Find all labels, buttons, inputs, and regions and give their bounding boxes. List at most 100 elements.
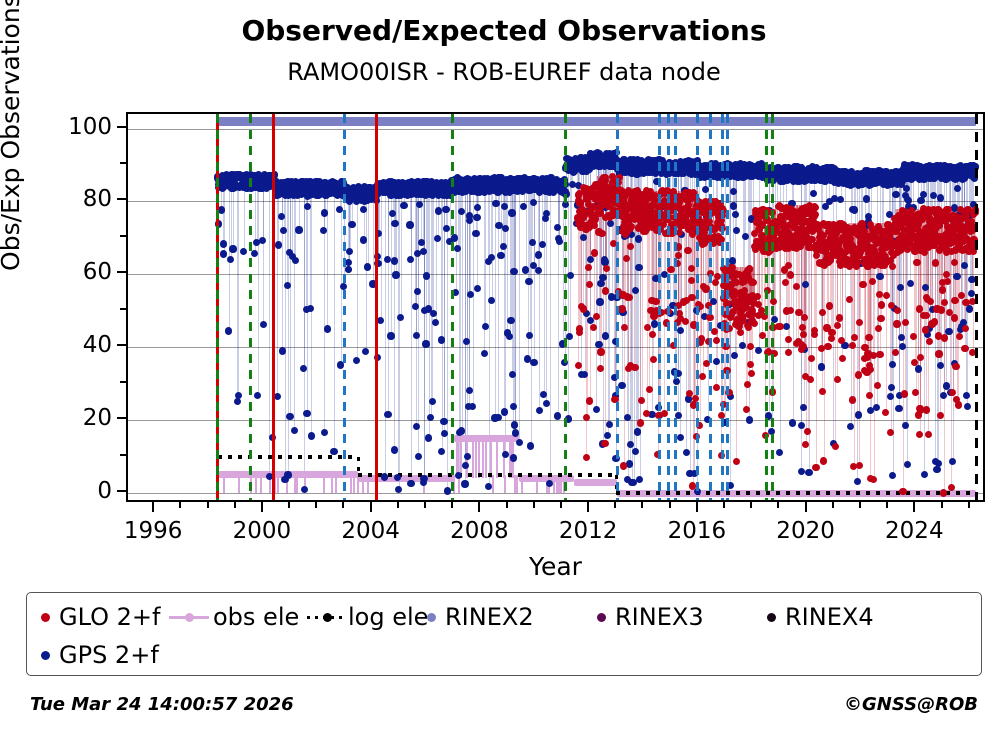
data-point (265, 472, 273, 481)
data-point (411, 302, 419, 310)
data-stem (951, 165, 953, 217)
data-point (461, 480, 469, 488)
data-stem (827, 223, 829, 347)
data-stem (498, 177, 500, 418)
data-point (485, 482, 493, 490)
data-stem (961, 165, 963, 233)
data-point (596, 298, 604, 306)
data-point (865, 334, 873, 342)
data-stem (415, 181, 417, 307)
data-stem (860, 170, 862, 264)
data-stem (605, 175, 607, 291)
data-point (914, 365, 922, 373)
data-stem (708, 201, 710, 306)
data-stem (918, 165, 920, 370)
data-point (876, 272, 884, 280)
data-stem (606, 152, 608, 188)
data-stem (661, 190, 663, 313)
data-stem (654, 159, 656, 324)
data-stem (804, 166, 806, 350)
data-stem (417, 181, 419, 254)
data-point (481, 323, 489, 331)
data-point (953, 184, 962, 192)
data-stem (532, 177, 534, 243)
data-stem (618, 175, 620, 292)
data-point (259, 237, 267, 245)
data-stem (816, 223, 818, 468)
data-stem (433, 181, 435, 314)
data-point (397, 314, 405, 322)
y-tick-major (117, 271, 126, 274)
data-stem (543, 177, 545, 395)
data-point (510, 402, 518, 410)
data-stem (825, 166, 827, 207)
data-stem (869, 223, 871, 366)
data-point (584, 263, 592, 271)
y-tick-label: 80 (82, 186, 112, 213)
obs-ele-drop (259, 474, 262, 494)
data-point (684, 246, 692, 255)
data-stem (623, 190, 625, 295)
data-stem (852, 170, 854, 210)
data-point (784, 348, 792, 356)
data-stem (664, 190, 666, 414)
data-stem (579, 186, 581, 333)
obs-ele-drop (452, 474, 455, 494)
data-point (330, 447, 338, 455)
data-stem (423, 181, 425, 252)
data-point (465, 386, 473, 394)
data-point (440, 418, 448, 426)
data-point (509, 454, 517, 462)
data-stem (631, 159, 633, 483)
obs-ele-drop (555, 474, 558, 494)
data-point (336, 205, 344, 213)
data-stem (783, 166, 785, 238)
data-point (420, 474, 428, 483)
data-stem (282, 181, 284, 351)
data-point (484, 257, 492, 265)
data-stem (832, 223, 834, 333)
data-point (521, 266, 530, 274)
data-stem (410, 181, 412, 226)
obs-ele-drop (491, 474, 494, 494)
data-point (428, 397, 436, 405)
data-point (525, 278, 533, 286)
data-stem (221, 174, 223, 211)
data-stem (742, 163, 744, 346)
data-stem (897, 208, 899, 311)
data-stem (903, 208, 905, 492)
obs-ele-drop (276, 474, 279, 494)
data-stem (627, 159, 629, 418)
gridline (128, 347, 983, 349)
data-stem (281, 181, 283, 217)
data-stem (839, 223, 841, 318)
data-stem (729, 163, 731, 305)
obs-ele-drop (362, 474, 365, 494)
data-stem (915, 208, 917, 393)
data-stem (528, 177, 530, 282)
data-stem (288, 181, 290, 476)
data-stem (826, 223, 828, 328)
data-stem (579, 186, 581, 329)
data-stem (525, 177, 527, 271)
data-stem (557, 177, 559, 228)
data-point (387, 332, 395, 340)
data-point (254, 170, 263, 178)
data-stem (822, 223, 824, 392)
data-stem (700, 201, 702, 307)
data-stem (509, 177, 511, 337)
data-stem (902, 165, 904, 347)
data-stem (507, 177, 509, 334)
y-tick-label: 0 (97, 478, 112, 505)
data-stem (855, 223, 857, 261)
data-point (849, 396, 857, 404)
obs-ele-drop (503, 438, 506, 479)
data-point (870, 476, 878, 484)
data-point (395, 486, 403, 494)
data-point (480, 349, 488, 357)
obs-ele-drop (472, 438, 474, 479)
data-point (492, 199, 500, 208)
obs-ele-drop (254, 474, 257, 494)
data-stem (641, 190, 643, 401)
data-stem (905, 208, 907, 323)
